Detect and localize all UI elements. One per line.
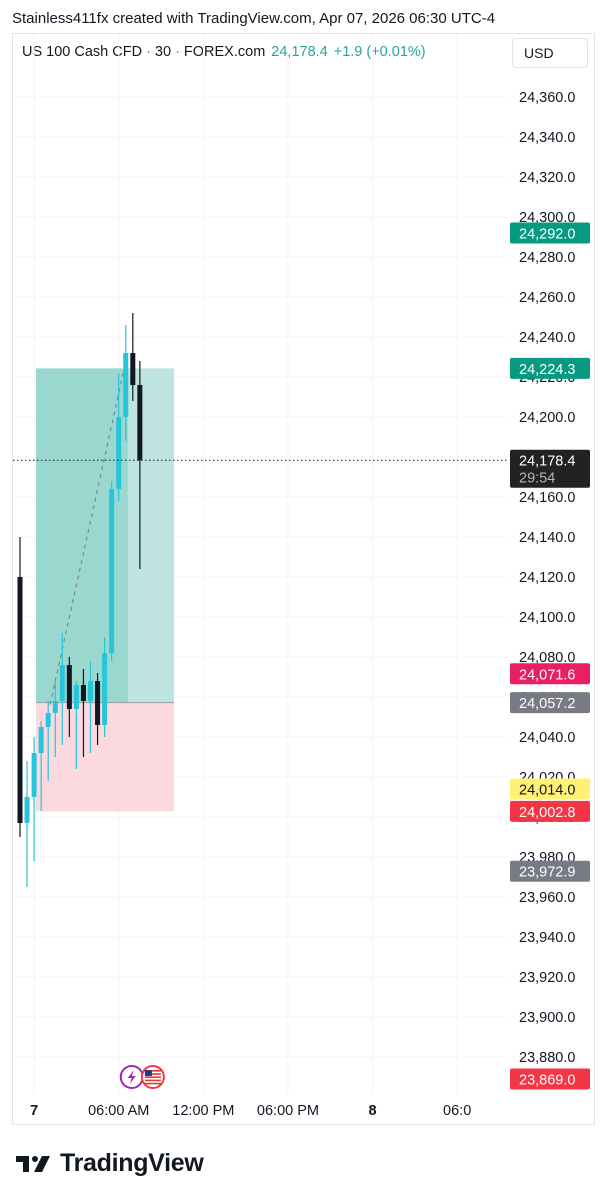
symbol-legend[interactable]: US 100 Cash CFD · 30 · FOREX.com 24,178.4 +1.9… bbox=[22, 44, 426, 60]
price-tag[interactable] bbox=[510, 692, 590, 714]
price-tag-label: 24,014.0 bbox=[519, 783, 575, 799]
y-axis-tick-label: 24,140.0 bbox=[519, 530, 575, 546]
y-axis-tick-label: 24,280.0 bbox=[519, 250, 575, 266]
candle-body bbox=[38, 727, 44, 753]
y-axis-tick-label: 24,080.0 bbox=[519, 650, 575, 666]
candle-body bbox=[59, 665, 65, 701]
chart-header: Stainless411fx created with TradingView.… bbox=[12, 10, 496, 27]
candle-body bbox=[66, 665, 72, 709]
y-axis-tick-label: 24,300.0 bbox=[519, 210, 575, 226]
x-axis-tick-label: 06:0 bbox=[443, 1103, 471, 1119]
legend-source: FOREX.com bbox=[183, 44, 266, 60]
chart-frame bbox=[12, 33, 595, 1125]
us-flag-stripe bbox=[144, 1079, 161, 1082]
price-tag-label: 24,002.8 bbox=[519, 805, 575, 821]
x-axis-tick-label: 06:00 PM bbox=[257, 1103, 319, 1119]
tradingview-logo-icon bbox=[16, 1156, 50, 1172]
candle-body bbox=[45, 713, 51, 727]
price-tag-label: 23,869.0 bbox=[519, 1073, 575, 1089]
candle-body bbox=[130, 353, 136, 385]
price-tag[interactable] bbox=[510, 860, 590, 882]
legend-change: +1.9 (+0.01%) bbox=[333, 44, 426, 60]
price-tag[interactable] bbox=[510, 800, 590, 822]
price-tag-label: 24,224.3 bbox=[519, 362, 575, 378]
x-axis-tick-label: 8 bbox=[369, 1103, 377, 1119]
y-axis-tick-label: 24,260.0 bbox=[519, 290, 575, 306]
candle-body bbox=[73, 685, 79, 709]
footer-brand: TradingView bbox=[60, 1149, 204, 1177]
candle-body bbox=[95, 681, 101, 725]
us-flag-stripe bbox=[144, 1070, 161, 1072]
x-axis-tick-label: 7 bbox=[30, 1103, 38, 1119]
candle-body bbox=[80, 685, 86, 701]
price-tag[interactable] bbox=[510, 449, 590, 488]
price-tag-label: 24,292.0 bbox=[519, 227, 575, 243]
us-flag-canton bbox=[144, 1070, 152, 1076]
price-tag[interactable] bbox=[510, 778, 590, 800]
countdown-label: 29:54 bbox=[519, 471, 555, 487]
legend-price: 24,178.4 bbox=[271, 44, 328, 60]
y-axis-tick-label: 23,920.0 bbox=[519, 970, 575, 986]
y-axis-tick-label: 24,040.0 bbox=[519, 730, 575, 746]
candle-body bbox=[24, 797, 30, 823]
us-flag-stripe bbox=[144, 1073, 161, 1075]
price-tag-label: 24,071.6 bbox=[519, 667, 575, 683]
price-tag-label: 24,057.2 bbox=[519, 696, 575, 712]
y-axis-tick-label: 23,880.0 bbox=[519, 1050, 575, 1066]
y-axis-tick-label: 24,360.0 bbox=[519, 90, 575, 106]
x-axis-tick-label: 06:00 AM bbox=[88, 1103, 149, 1119]
y-axis-tick-label: 24,240.0 bbox=[519, 330, 575, 346]
price-tag[interactable] bbox=[510, 357, 590, 379]
legend-interval[interactable]: 30 bbox=[154, 44, 172, 60]
y-axis-tick-label: 24,200.0 bbox=[519, 410, 575, 426]
y-axis-tick-label: 23,940.0 bbox=[519, 930, 575, 946]
y-axis-tick-label: 24,160.0 bbox=[519, 490, 575, 506]
y-axis-tick-label: 24,320.0 bbox=[519, 170, 575, 186]
candle-body bbox=[116, 417, 122, 489]
candle-body bbox=[102, 653, 108, 725]
price-tag[interactable] bbox=[510, 222, 590, 244]
price-tag[interactable] bbox=[510, 1068, 590, 1090]
y-axis-tick-label: 24,100.0 bbox=[519, 610, 575, 626]
price-tag[interactable] bbox=[510, 663, 590, 685]
y-axis-tick-label: 23,900.0 bbox=[519, 1010, 575, 1026]
currency-button[interactable]: USD bbox=[512, 38, 588, 68]
y-axis-tick-label: 24,120.0 bbox=[519, 570, 575, 586]
candle-body bbox=[123, 353, 129, 417]
candle-body bbox=[52, 701, 58, 713]
lightning-icon-glyph bbox=[127, 1070, 136, 1084]
us-flag-stripe bbox=[144, 1076, 161, 1078]
candle-body bbox=[109, 489, 115, 653]
legend-separator: · bbox=[175, 44, 180, 60]
us-flag-stripe bbox=[144, 1082, 161, 1085]
y-axis-tick-label: 23,960.0 bbox=[519, 890, 575, 906]
candle-body bbox=[17, 577, 23, 823]
price-tag-label: 23,972.9 bbox=[519, 865, 575, 881]
legend-symbol[interactable]: US 100 Cash CFD bbox=[22, 44, 143, 60]
price-tag-label: 24,178.4 bbox=[519, 454, 575, 470]
candle-body bbox=[88, 681, 93, 701]
legend-separator: · bbox=[146, 44, 151, 60]
x-axis-tick-label: 12:00 PM bbox=[172, 1103, 234, 1119]
candle-body bbox=[31, 753, 37, 797]
candle-body bbox=[137, 385, 143, 461]
y-axis-tick-label: 24,340.0 bbox=[519, 130, 575, 146]
